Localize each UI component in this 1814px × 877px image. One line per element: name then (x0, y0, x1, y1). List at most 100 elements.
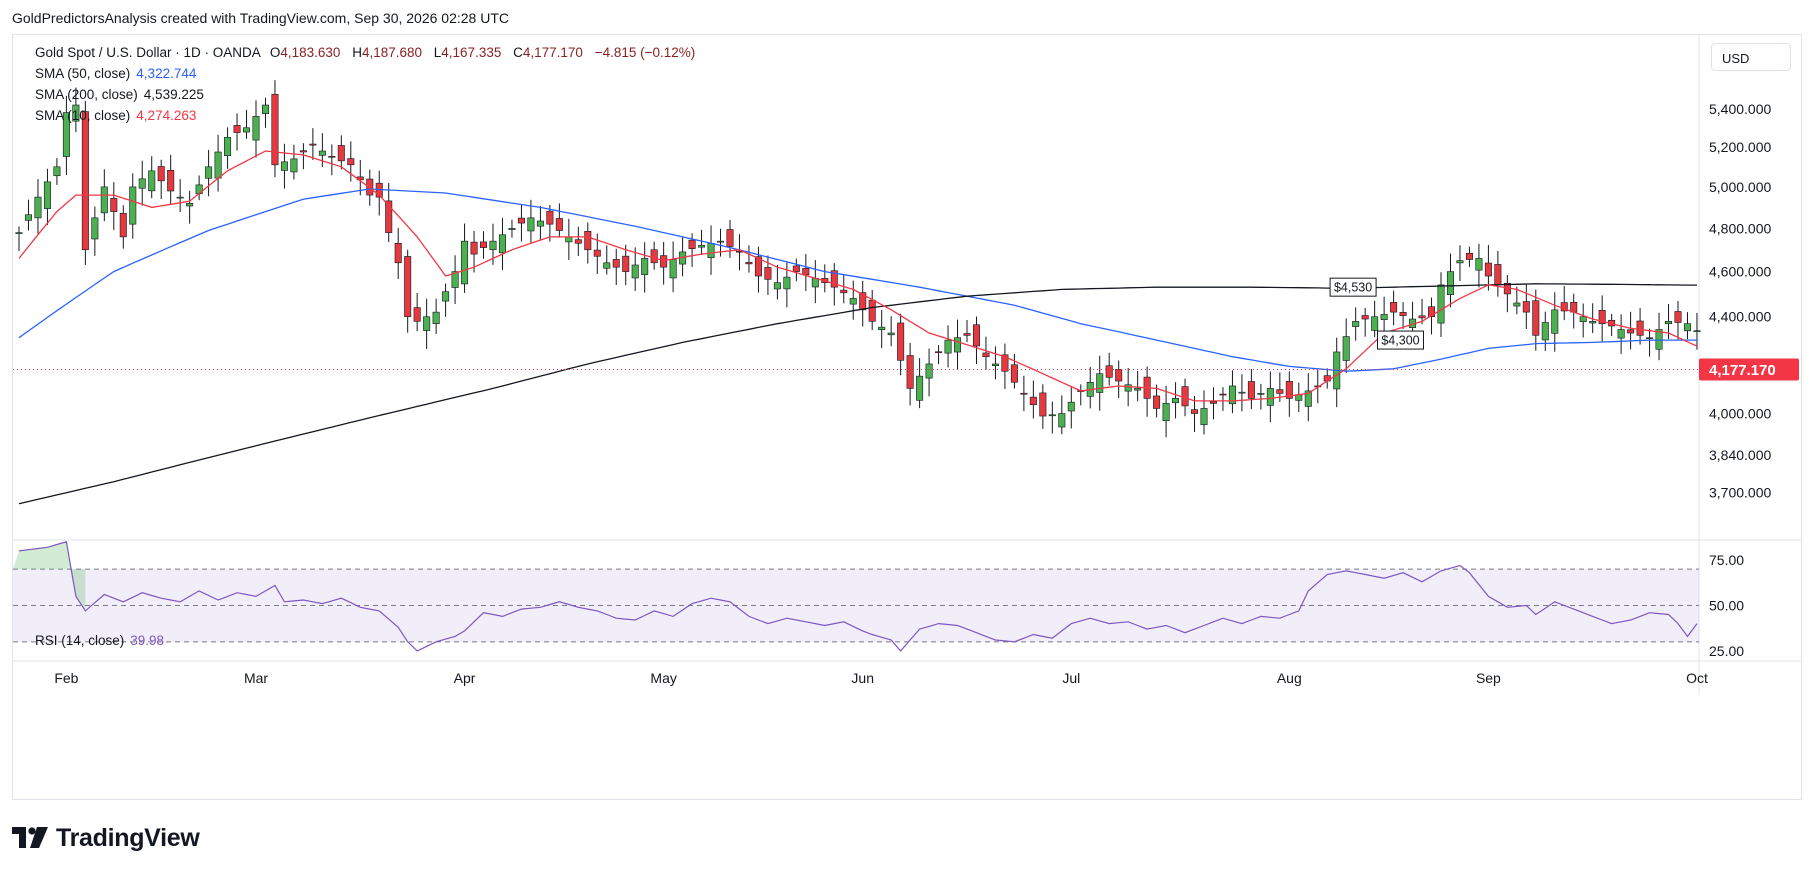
candle-body (442, 291, 450, 302)
candle (1143, 366, 1151, 417)
candle (1646, 328, 1654, 357)
symbol-legend[interactable]: Gold Spot / U.S. Dollar · 1D · OANDA O4,… (35, 45, 703, 60)
candle (157, 159, 165, 199)
candle-body (1266, 388, 1274, 406)
tradingview-logo[interactable]: TradingView (12, 822, 200, 854)
candle-body (707, 242, 715, 259)
candle (328, 144, 336, 176)
candle-body (271, 93, 279, 166)
candle-body (1465, 252, 1473, 260)
candle-body (43, 181, 51, 209)
candle (1674, 300, 1682, 340)
candle (53, 158, 61, 185)
candle (299, 143, 307, 170)
time-tick-label: Jul (1062, 670, 1080, 686)
candle-body (612, 259, 620, 268)
candle-body (1001, 354, 1009, 372)
candle-body (1399, 311, 1407, 316)
candle-body (470, 241, 478, 255)
sma-50-close-line (18, 188, 1697, 372)
candle (1541, 311, 1549, 351)
candle-body (498, 234, 506, 254)
last-price-badge: 4,177.170 (1699, 358, 1799, 381)
candle (982, 336, 990, 370)
candle-body (536, 220, 544, 227)
rsi-overbought-fill (13, 541, 86, 611)
candle (508, 219, 516, 238)
candle (1304, 373, 1312, 422)
candle-body (1532, 300, 1540, 336)
candle-body (1589, 321, 1597, 324)
currency-selector[interactable]: USD (1711, 43, 1791, 71)
rsi-legend[interactable]: RSI (14, close) 39.98 (35, 633, 164, 648)
candle-body (1665, 321, 1673, 325)
candle (1627, 311, 1635, 350)
candle-body (1257, 393, 1265, 395)
candle-body (1484, 262, 1492, 277)
candle-body (1437, 284, 1445, 324)
candle-body (157, 166, 165, 182)
change-value: −4.815 (−0.12%) (594, 45, 696, 60)
rsi-value: 39.98 (130, 633, 165, 648)
candle-body (1304, 390, 1312, 407)
candle (1058, 395, 1066, 435)
price-tick-label: 4,800.000 (1709, 220, 1771, 236)
candle-body (1181, 386, 1189, 407)
chart-canvas[interactable]: $4,530 $4,300 5,400.000 5,200.000 5,000.000 4… (13, 35, 1801, 799)
candle-body (1446, 271, 1454, 296)
candle (1446, 253, 1454, 308)
sma50-legend[interactable]: SMA (50, close) 4,322.744 (35, 66, 196, 81)
sma200-legend[interactable]: SMA (200, close) 4,539.225 (35, 87, 204, 102)
candle (110, 182, 118, 230)
candle-body (954, 337, 962, 353)
candle-body (480, 241, 488, 248)
candle (1257, 383, 1265, 410)
candle-body (527, 217, 535, 232)
candle-body (783, 276, 791, 290)
candle (271, 80, 279, 178)
candle-body (1456, 260, 1464, 264)
sma10-legend[interactable]: SMA (10, close) 4,274.263 (35, 108, 196, 123)
candle-body (53, 166, 61, 177)
candle-body (849, 298, 857, 305)
candle-body (347, 158, 355, 166)
rsi-line (18, 541, 1698, 652)
candle-body (1247, 381, 1255, 399)
candle-body (811, 277, 819, 288)
candle-body (991, 363, 999, 367)
time-tick-label: May (650, 670, 676, 686)
candle (840, 274, 848, 304)
candle-body (641, 258, 649, 275)
candle (1247, 369, 1255, 410)
candle (280, 143, 288, 189)
candle-body (214, 151, 222, 179)
low-label: L (433, 45, 442, 60)
candle-body (773, 282, 781, 290)
candle-body (1655, 329, 1663, 350)
time-tick-label: Apr (454, 670, 476, 686)
candle (1285, 371, 1293, 417)
candle-body (280, 161, 288, 171)
candle (498, 218, 506, 270)
candle (1342, 318, 1350, 373)
candle-body (916, 375, 924, 401)
candle-body (1276, 389, 1284, 394)
candle (1333, 337, 1341, 408)
candle-body (546, 210, 554, 225)
candle-body (1541, 322, 1549, 341)
candle (1172, 382, 1180, 419)
candle-body (167, 169, 175, 192)
candle-body (385, 200, 393, 233)
candle (1323, 368, 1331, 389)
candle (461, 223, 469, 293)
candle-body (489, 240, 497, 251)
candle (24, 199, 32, 231)
candle-body (1627, 329, 1635, 334)
candle-body (972, 324, 980, 347)
candle (821, 264, 829, 293)
candle (1390, 290, 1398, 326)
candle (1134, 371, 1142, 402)
rsi-tick-label: 25.00 (1709, 643, 1744, 659)
sma50-value: 4,322.744 (136, 66, 197, 81)
candle-body (432, 311, 440, 324)
